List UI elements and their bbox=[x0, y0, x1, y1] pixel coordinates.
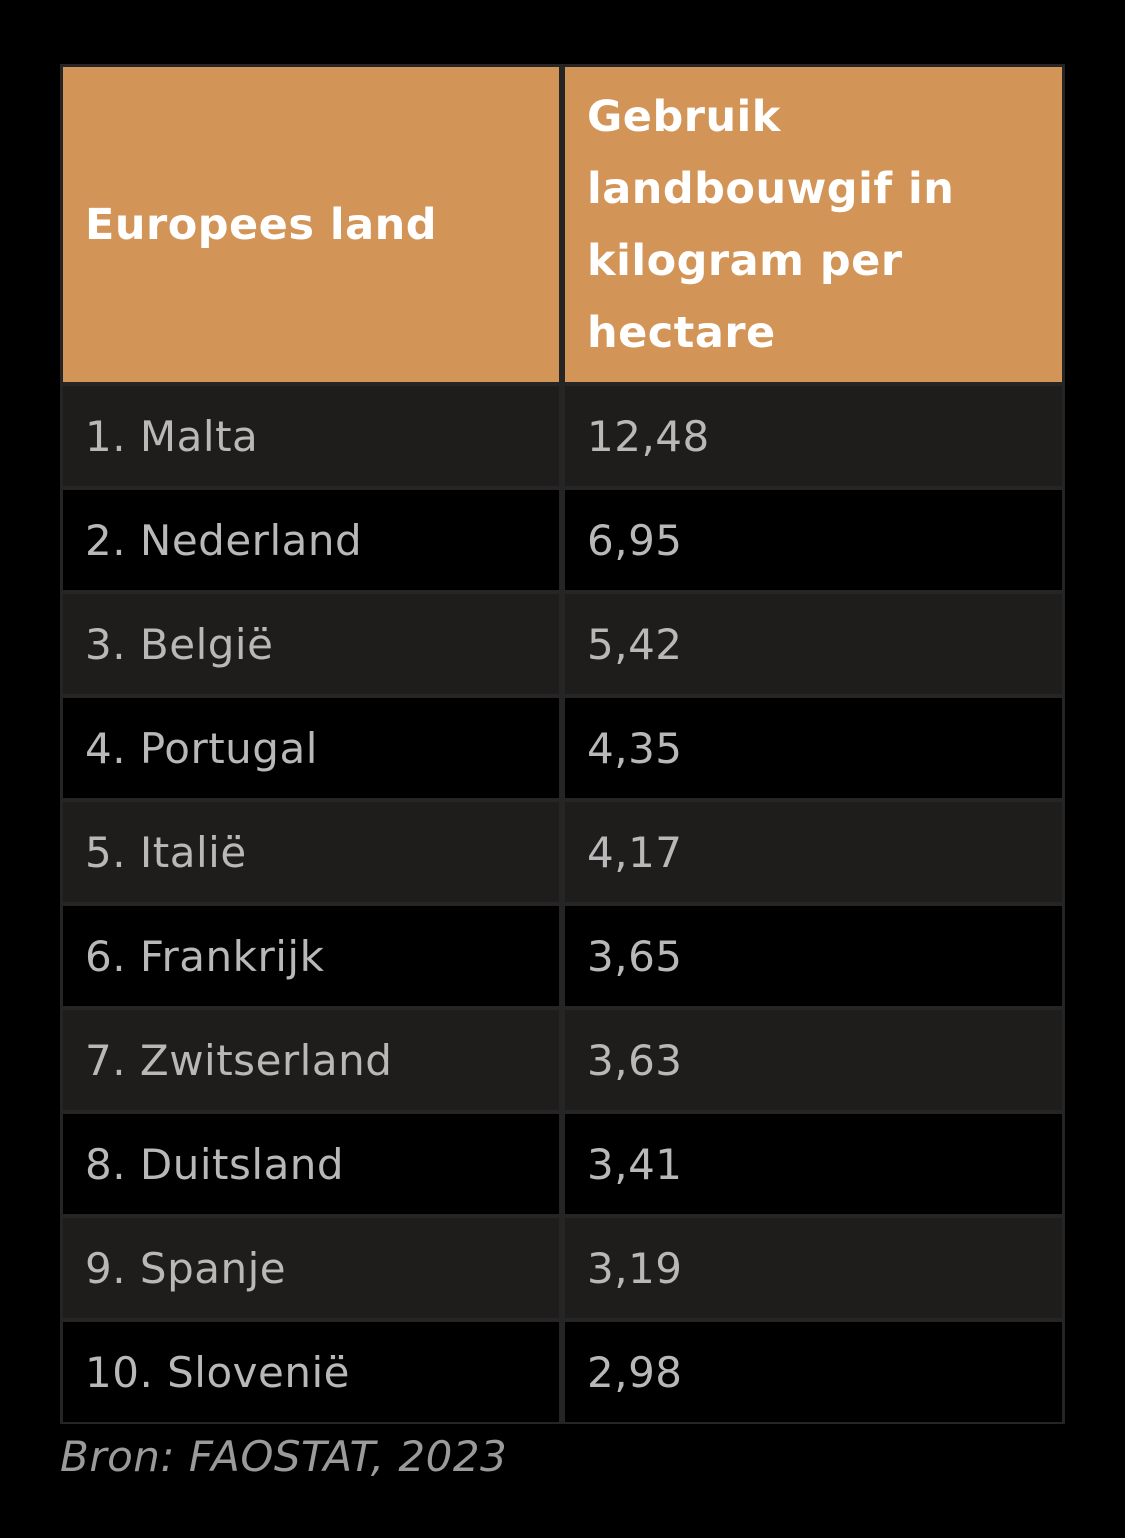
value-cell: 4,35 bbox=[565, 698, 1062, 798]
country-cell: 2. Nederland bbox=[63, 490, 559, 590]
value-cell: 12,48 bbox=[565, 386, 1062, 486]
country-cell: 1. Malta bbox=[63, 386, 559, 486]
value-cell: 5,42 bbox=[565, 594, 1062, 694]
value-cell: 4,17 bbox=[565, 802, 1062, 902]
header-country: Europees land bbox=[63, 67, 559, 382]
country-cell: 10. Slovenië bbox=[63, 1322, 559, 1422]
country-cell: 7. Zwitserland bbox=[63, 1010, 559, 1110]
value-cell: 3,65 bbox=[565, 906, 1062, 1006]
value-cell: 3,19 bbox=[565, 1218, 1062, 1318]
pesticide-use-table: Europees land Gebruik landbouwgif in kil… bbox=[60, 64, 1065, 1424]
value-cell: 3,41 bbox=[565, 1114, 1062, 1214]
value-cell: 3,63 bbox=[565, 1010, 1062, 1110]
value-cell: 2,98 bbox=[565, 1322, 1062, 1422]
country-cell: 6. Frankrijk bbox=[63, 906, 559, 1006]
country-cell: 8. Duitsland bbox=[63, 1114, 559, 1214]
value-cell: 6,95 bbox=[565, 490, 1062, 590]
country-cell: 5. Italië bbox=[63, 802, 559, 902]
header-pesticide-use: Gebruik landbouwgif in kilogram per hect… bbox=[565, 67, 1062, 382]
country-cell: 3. België bbox=[63, 594, 559, 694]
country-cell: 4. Portugal bbox=[63, 698, 559, 798]
table-grid: Europees land Gebruik landbouwgif in kil… bbox=[63, 67, 1062, 1422]
source-caption: Bron: FAOSTAT, 2023 bbox=[60, 1432, 508, 1481]
country-cell: 9. Spanje bbox=[63, 1218, 559, 1318]
